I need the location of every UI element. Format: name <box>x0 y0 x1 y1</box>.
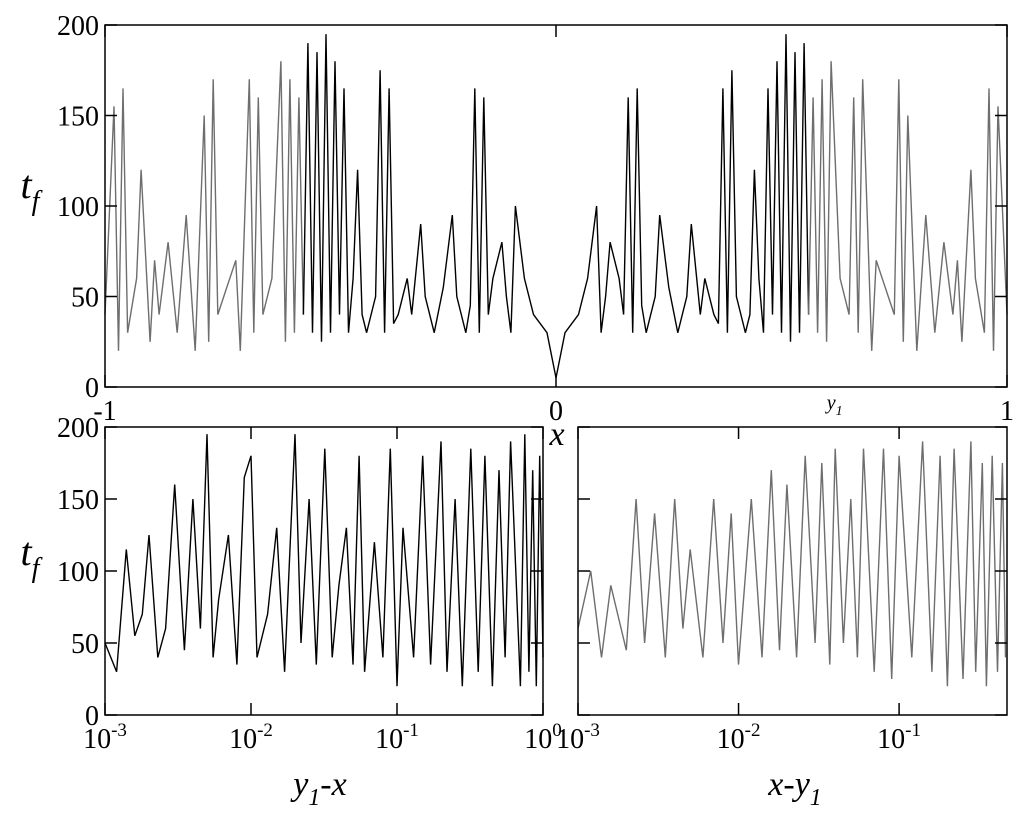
tick-base: 10 <box>83 724 111 755</box>
y-tick-label: 200 <box>57 413 99 444</box>
label-part: 1 <box>308 785 320 811</box>
label-part: x <box>548 416 564 453</box>
annotation: y1 <box>825 392 843 419</box>
tick-base: 10 <box>556 724 584 755</box>
label-part: y <box>825 392 836 414</box>
tick-base: 10 <box>375 724 403 755</box>
plot-frame <box>577 426 1008 716</box>
y-tick-label: 200 <box>57 11 99 42</box>
x-tick-label: 10-3 <box>83 720 127 755</box>
tick-exponent: -1 <box>403 720 419 741</box>
y-tick-label: 100 <box>57 192 99 223</box>
tick-exponent: 0 <box>552 720 562 741</box>
y-tick-label: 150 <box>57 102 99 133</box>
tick-exponent: -3 <box>111 720 127 741</box>
x-axis-label: x-y1 <box>767 766 821 811</box>
x-tick-label: 1 <box>1000 396 1014 427</box>
y-axis-label: tf <box>21 162 43 217</box>
y-axis-label: tf <box>21 529 43 584</box>
y-tick-label: 0 <box>85 373 99 404</box>
data-line <box>577 441 1007 687</box>
label-part: t <box>21 162 33 207</box>
label-part: x-y <box>767 766 810 803</box>
y-tick-label: 0 <box>85 701 99 732</box>
x-tick-label: 10-2 <box>229 720 273 755</box>
data-line <box>807 61 1008 351</box>
label-part: 1 <box>836 404 843 419</box>
tick-base: 10 <box>229 724 257 755</box>
x-tick-label: 100 <box>524 720 562 755</box>
tick-base: 10 <box>717 724 745 755</box>
data-line <box>104 61 305 351</box>
tick-exponent: -3 <box>584 720 600 741</box>
tick-base: 10 <box>877 724 905 755</box>
x-tick-label: 0 <box>549 396 563 427</box>
data-line <box>104 434 544 687</box>
x-tick-label: 10-2 <box>717 720 761 755</box>
label-part: f <box>32 553 43 584</box>
label-part: y <box>290 766 309 803</box>
label-part: f <box>32 186 43 217</box>
x-tick-label: 10-1 <box>375 720 419 755</box>
tick-exponent: -2 <box>745 720 761 741</box>
tick-exponent: -1 <box>905 720 921 741</box>
label-part: -x <box>320 766 346 803</box>
y-tick-label: 150 <box>57 485 99 516</box>
label-part: 1 <box>810 785 822 811</box>
y-tick-label: 50 <box>71 629 99 660</box>
x-axis-label: x <box>548 416 564 453</box>
x-axis-label: y1-x <box>290 766 346 811</box>
tick-exponent: -2 <box>257 720 273 741</box>
data-line <box>302 34 810 379</box>
tick-base: 10 <box>524 724 552 755</box>
label-part: t <box>21 529 33 574</box>
x-tick-label: -1 <box>93 396 116 427</box>
x-tick-label: 10-3 <box>556 720 600 755</box>
y-tick-label: 50 <box>71 283 99 314</box>
y-tick-label: 100 <box>57 557 99 588</box>
x-tick-label: 10-1 <box>877 720 921 755</box>
